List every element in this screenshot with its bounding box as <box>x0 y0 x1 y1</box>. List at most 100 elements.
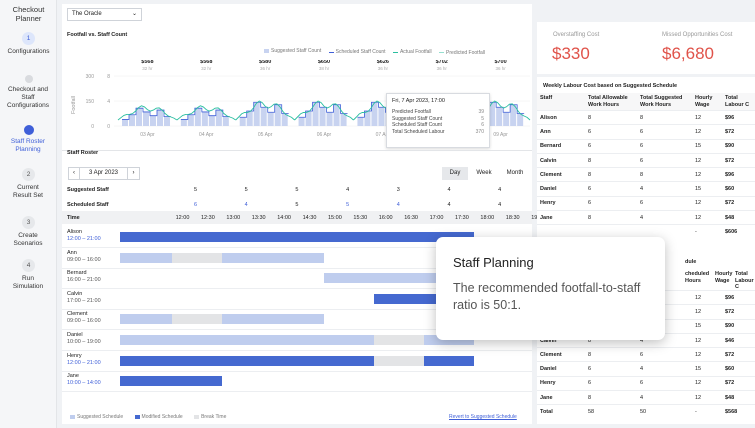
suggested-count: 5 <box>193 187 198 193</box>
table-row: Daniel 6 4 15 $60 <box>537 361 755 377</box>
table-cell: Alison <box>537 109 585 125</box>
step-checkout-staff-config[interactable]: Checkout and Staff Configurations <box>0 72 57 110</box>
break-time-bar[interactable] <box>172 252 222 263</box>
step-create-scenarios[interactable]: 3 Create Scenarios <box>0 216 57 248</box>
time-label: Time <box>67 215 80 221</box>
table-cell: 12 <box>692 375 722 391</box>
tab-week[interactable]: Week <box>476 170 492 176</box>
revert-link[interactable]: Revert to Suggested Schedule <box>449 414 517 420</box>
labour-table-panel: Weekly Labour Cost based on Suggested Sc… <box>537 77 755 257</box>
app-title: Checkout Planner <box>12 5 45 23</box>
scheduled-count: 4 <box>447 202 451 208</box>
table-cell: 15 <box>692 318 722 334</box>
staff-shift-time: 10:00 – 19:00 <box>67 339 101 345</box>
table-cell: Clement <box>537 167 585 182</box>
staff-shift-time: 10:00 – 14:00 <box>67 380 101 387</box>
prev-date-button[interactable]: ‹ <box>68 167 80 180</box>
break-time-bar[interactable] <box>374 335 424 345</box>
table-cell: 6 <box>585 138 637 154</box>
staff-row-label: Bernard 16:00 – 21:00 <box>67 270 101 284</box>
column-header: Total Suggested Work Hours <box>637 93 692 111</box>
suggested-schedule-bar[interactable] <box>120 335 374 345</box>
next-date-button[interactable]: › <box>128 167 140 180</box>
staff-row-label: Jane 10:00 – 14:00 <box>67 373 101 387</box>
step-current-result-set[interactable]: 2 Current Result Set <box>0 168 57 200</box>
suggested-staff-bar <box>157 110 163 126</box>
step-number: 2 <box>22 168 35 181</box>
step-run-simulation[interactable]: 4 Run Simulation <box>0 259 57 291</box>
roster-title: Staff Roster <box>67 150 99 156</box>
table-row: Henry 6 6 12 $72 <box>537 195 755 211</box>
suggested-staff-bar <box>305 111 312 126</box>
suggested-staff-bar <box>143 111 149 126</box>
suggested-schedule-bar[interactable] <box>120 252 172 263</box>
labour-table-title: Weekly Labour Cost based on Suggested Sc… <box>543 83 678 89</box>
schedule-legend: Suggested Schedule Modified Schedule Bre… <box>70 414 236 421</box>
suggested-schedule-bar[interactable] <box>222 314 324 325</box>
time-tick: 13:30 <box>251 215 266 221</box>
kpi-value: $330 <box>552 44 590 63</box>
table-row: Ann 6 6 12 $72 <box>537 124 755 140</box>
store-select[interactable]: The Oracle ⌄ <box>67 8 142 21</box>
legend-scheduled: Scheduled Staff Count <box>328 49 386 55</box>
table-cell <box>537 224 585 240</box>
scheduled-staff-line <box>298 101 348 118</box>
break-time-bar[interactable] <box>172 314 222 325</box>
staff-planning-popup: Staff Planning The recommended footfall-… <box>436 237 665 340</box>
time-tick: 12:30 <box>201 215 215 221</box>
suggested-staff-bar <box>136 108 142 126</box>
modified-schedule-bar[interactable] <box>120 376 222 387</box>
table-cell: $568 <box>722 404 755 420</box>
y-left-tick: 300 <box>86 74 95 80</box>
suggested-schedule-bar[interactable] <box>424 335 474 345</box>
table-cell: 15 <box>692 361 722 377</box>
time-tick: 13:00 <box>226 215 241 221</box>
modified-schedule-bar[interactable] <box>120 232 474 242</box>
modified-schedule-bar[interactable] <box>374 293 452 304</box>
table-row: Alison 8 8 12 $96 <box>537 109 755 125</box>
modified-schedule-bar[interactable] <box>424 355 474 366</box>
legend-suggested-schedule: Suggested Schedule <box>70 414 123 420</box>
suggested-staff-bar <box>150 115 156 126</box>
chevron-down-icon: ⌄ <box>131 11 137 17</box>
table-cell: Bernard <box>537 138 585 154</box>
kpi-label: Overstaffing Cost <box>553 32 600 38</box>
scheduled-count: 4 <box>244 202 248 208</box>
table-cell: 12 <box>692 152 722 168</box>
y-left-tick: 150 <box>86 99 95 105</box>
tab-day[interactable]: Day <box>442 167 468 180</box>
labour-table-2-header: cheduled Hours Hourly Wage Total Labour … <box>685 271 754 290</box>
break-time-bar[interactable] <box>374 355 424 366</box>
day-cost: $580 <box>259 60 271 65</box>
x-tick-label: 09 Apr <box>493 132 508 138</box>
tooltip-row: Scheduled Staff Count 6 <box>392 122 484 128</box>
column-header: Staff <box>537 93 585 111</box>
scheduled-count: 5 <box>295 202 299 208</box>
suggested-schedule-bar[interactable] <box>324 273 474 284</box>
row-divider <box>62 267 532 269</box>
suggested-schedule-bar[interactable] <box>120 314 172 325</box>
modified-schedule-bar[interactable] <box>120 355 374 366</box>
tab-month[interactable]: Month <box>506 170 524 176</box>
step-staff-roster-planning[interactable]: Staff Roster Planning <box>0 123 57 154</box>
table-cell: 6 <box>585 195 637 211</box>
day-cost: $700 <box>494 60 506 65</box>
row-divider <box>62 370 532 372</box>
staff-shift-time: 12:00 – 21:00 <box>67 359 101 366</box>
suggested-staff-bar <box>260 107 267 126</box>
step-configurations[interactable]: 1 Configurations <box>0 32 57 56</box>
time-tick: 16:00 <box>378 215 393 221</box>
step-label: Checkout and Staff Configurations <box>7 86 49 109</box>
row-divider <box>62 350 532 351</box>
suggested-schedule-bar[interactable] <box>222 252 324 263</box>
table-cell: $606 <box>722 224 755 240</box>
staff-name: Clement <box>67 311 88 318</box>
staff-shift-time: 16:00 – 21:00 <box>67 277 101 284</box>
staff-shift-time: 09:00 – 16:00 <box>67 256 101 263</box>
day-hours: 32 hr <box>142 66 153 71</box>
date-field[interactable]: 3 Apr 2023 <box>80 167 128 180</box>
actual-footfall-line <box>235 100 295 121</box>
table-cell: Calvin <box>537 152 585 168</box>
table-cell: 6 <box>637 195 692 211</box>
row-divider <box>62 247 532 248</box>
